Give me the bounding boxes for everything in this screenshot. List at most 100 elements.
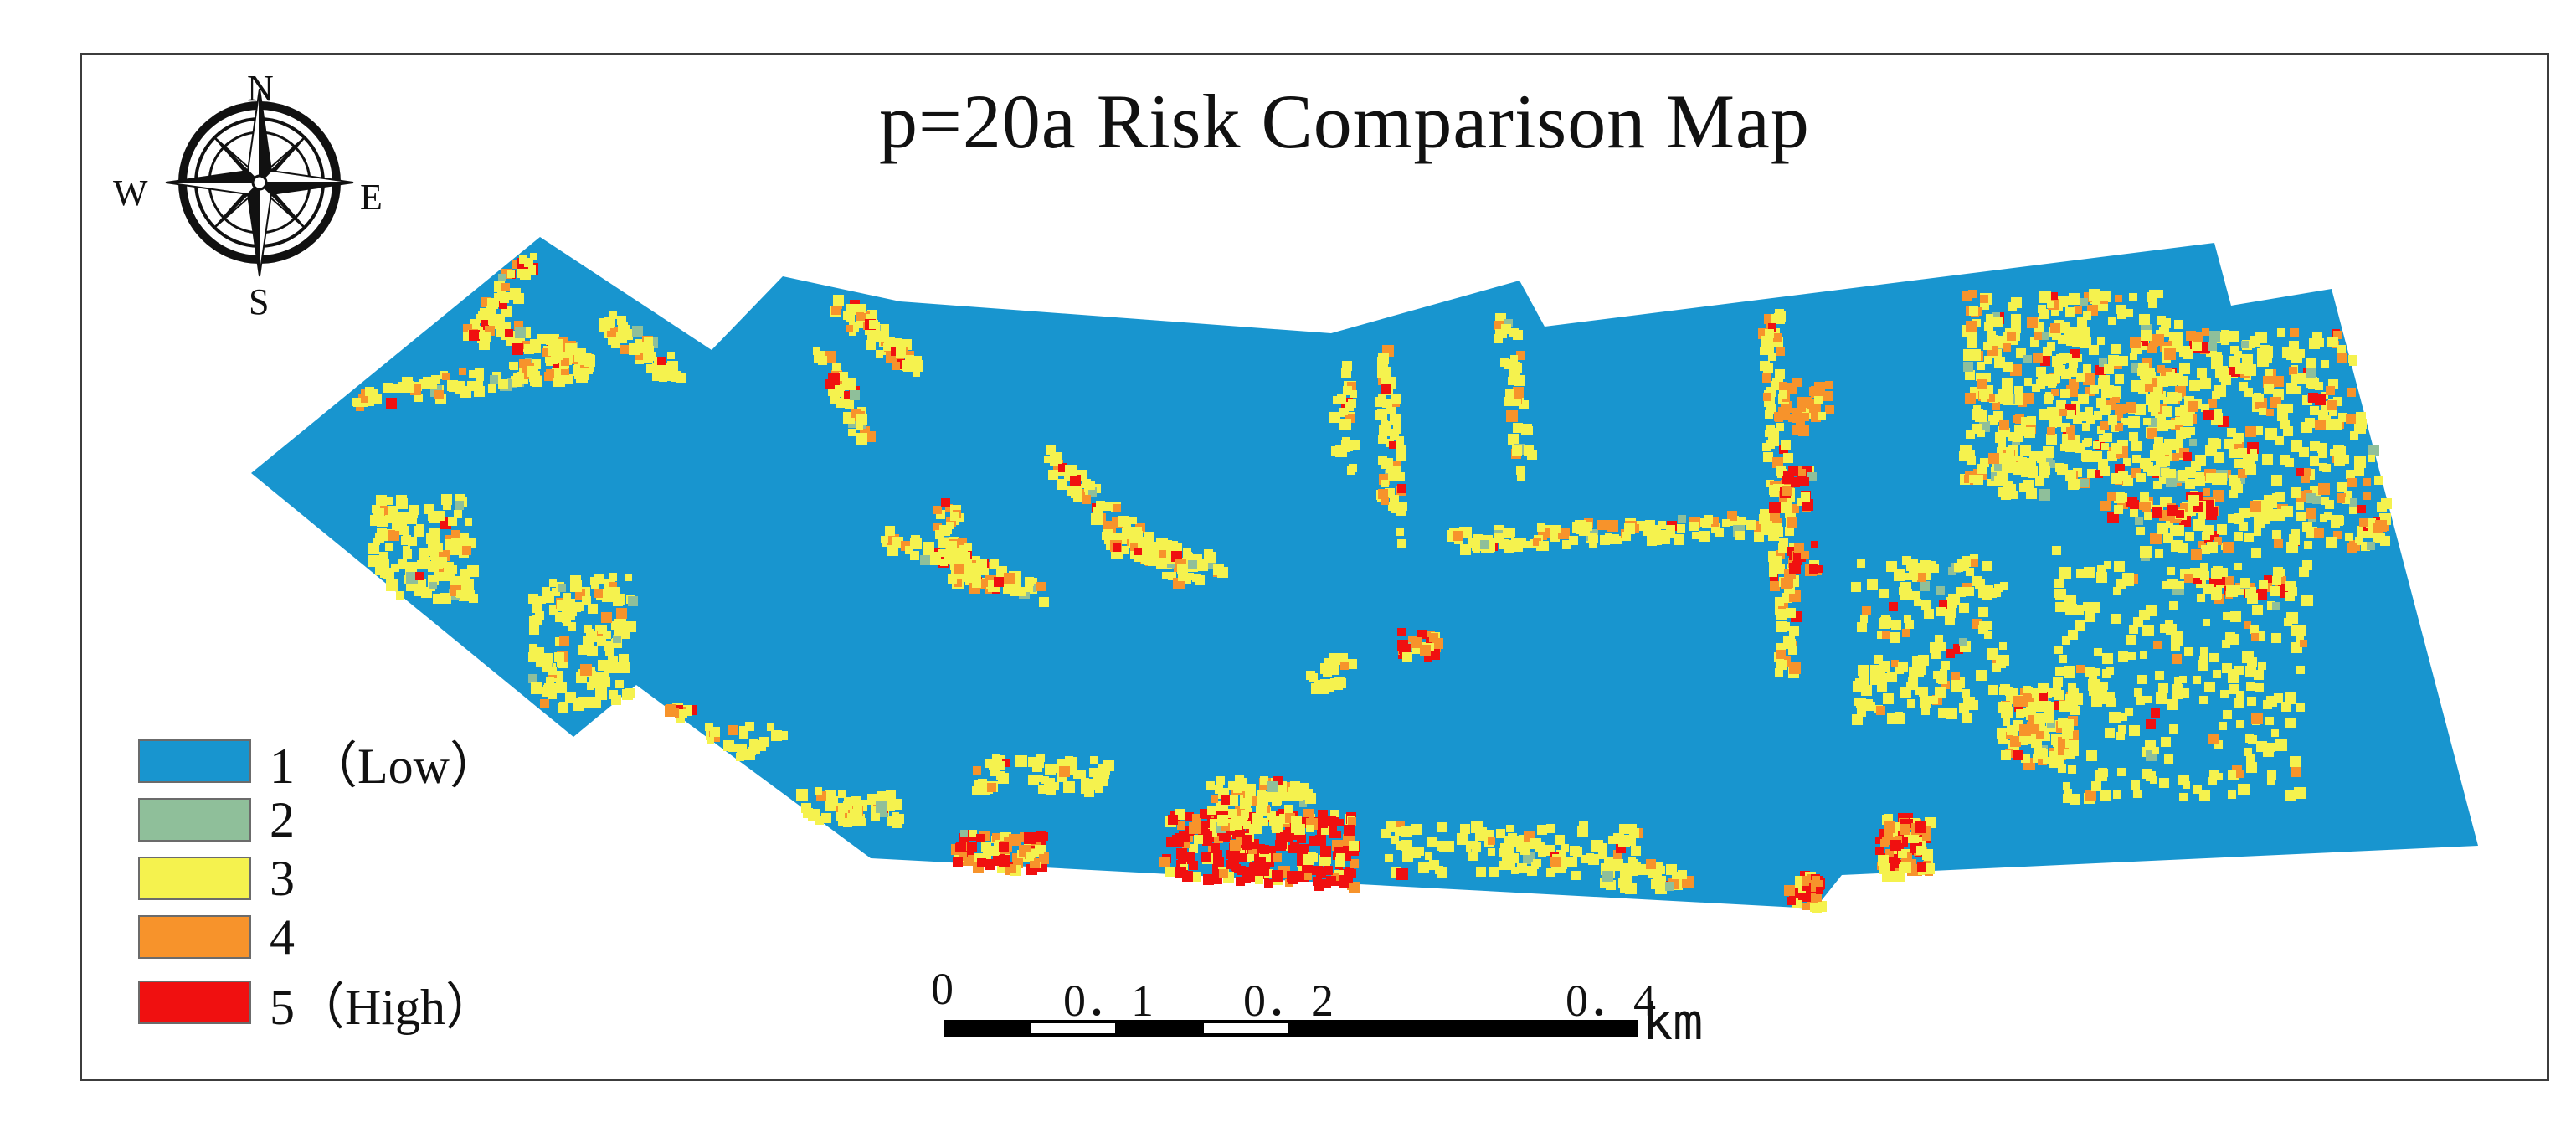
risk-cell (1980, 295, 1988, 303)
risk-cell (1899, 864, 1908, 873)
risk-cell (1437, 822, 1447, 832)
risk-cell (531, 651, 542, 662)
risk-cell (1941, 681, 1950, 689)
risk-cell (1011, 583, 1019, 590)
risk-cell (2137, 368, 2146, 376)
risk-cell (1776, 550, 1785, 559)
risk-cell (1282, 830, 1293, 842)
risk-cell (2051, 416, 2062, 427)
risk-cell (2265, 428, 2277, 440)
risk-cell (1994, 464, 2002, 471)
risk-cell (1347, 466, 1355, 475)
risk-cell (505, 329, 513, 337)
risk-cell (1058, 463, 1067, 472)
risk-cell (1613, 850, 1622, 859)
risk-cell (1779, 538, 1788, 548)
risk-cell (1329, 412, 1340, 423)
risk-cell (1951, 672, 1960, 682)
risk-cell (1823, 391, 1833, 401)
risk-cell (1951, 680, 1962, 692)
risk-cell (2251, 713, 2263, 724)
risk-cell (377, 528, 387, 538)
risk-cell (1638, 864, 1648, 875)
risk-cell (1941, 661, 1950, 670)
risk-cell (2199, 790, 2210, 801)
risk-cell (1660, 534, 1670, 544)
risk-cell (1998, 441, 2006, 449)
risk-cell (1792, 477, 1801, 486)
risk-cell (1784, 569, 1793, 578)
risk-cell (587, 682, 594, 690)
risk-cell (1506, 410, 1518, 422)
risk-cell (2180, 503, 2188, 512)
risk-cell (1987, 394, 1995, 402)
risk-cell (1800, 477, 1809, 486)
risk-cell (1978, 588, 1988, 598)
risk-cell (605, 319, 614, 328)
risk-cell (1902, 629, 1910, 637)
risk-cell (1226, 860, 1236, 869)
risk-cell (609, 573, 617, 581)
risk-cell (1199, 822, 1208, 831)
risk-cell (2329, 408, 2337, 416)
risk-cell (1486, 830, 1494, 838)
risk-cell (2024, 427, 2035, 438)
risk-cell (1067, 783, 1074, 790)
risk-cell (974, 780, 983, 788)
risk-cell (2041, 466, 2050, 475)
risk-cell (1272, 796, 1281, 806)
risk-cell (2295, 625, 2306, 636)
risk-cell (1390, 414, 1401, 425)
risk-cell (2221, 330, 2229, 338)
risk-cell (447, 380, 458, 391)
risk-cell (1825, 381, 1833, 389)
risk-cell (2291, 374, 2301, 384)
risk-cell (2289, 367, 2297, 375)
risk-cell (1983, 342, 1992, 350)
risk-cell (990, 559, 999, 569)
risk-cell (2174, 677, 2182, 685)
risk-cell (2213, 670, 2221, 678)
risk-cell (2084, 567, 2095, 578)
risk-cell (2034, 332, 2042, 340)
risk-cell (1787, 383, 1797, 394)
risk-cell (901, 339, 912, 350)
risk-cell (2296, 502, 2304, 510)
risk-cell (512, 260, 520, 269)
risk-cell (598, 625, 607, 634)
risk-cell (1908, 832, 1919, 843)
risk-cell (398, 495, 406, 503)
risk-cell (2101, 387, 2112, 398)
risk-cell (2003, 461, 2014, 472)
risk-cell (2047, 342, 2055, 351)
risk-cell (1925, 817, 1936, 828)
risk-cell (1207, 806, 1216, 815)
risk-cell (2275, 739, 2287, 751)
risk-cell (1665, 882, 1674, 891)
risk-cell (996, 761, 1005, 770)
risk-cell (832, 384, 840, 391)
risk-cell (1031, 837, 1041, 846)
risk-cell (1583, 522, 1592, 531)
risk-cell (2023, 355, 2032, 363)
risk-cell (2157, 376, 2168, 387)
risk-cell (1776, 609, 1787, 620)
risk-cell (1936, 586, 1945, 595)
risk-cell (2016, 709, 2024, 718)
risk-cell (1763, 452, 1773, 462)
risk-cell (2242, 651, 2254, 663)
risk-cell (530, 253, 537, 260)
risk-cell (997, 863, 1006, 873)
risk-cell (532, 615, 542, 625)
risk-cell (1345, 441, 1353, 449)
risk-cell (2099, 358, 2107, 367)
risk-cell (1801, 413, 1809, 421)
risk-cell (2010, 491, 2018, 499)
risk-cell (1081, 778, 1089, 786)
risk-cell (1517, 474, 1525, 481)
risk-cell (2251, 548, 2261, 558)
risk-cell (1334, 831, 1341, 838)
risk-cell (2222, 663, 2232, 673)
risk-cell (2238, 784, 2250, 795)
risk-cell (1024, 832, 1036, 844)
